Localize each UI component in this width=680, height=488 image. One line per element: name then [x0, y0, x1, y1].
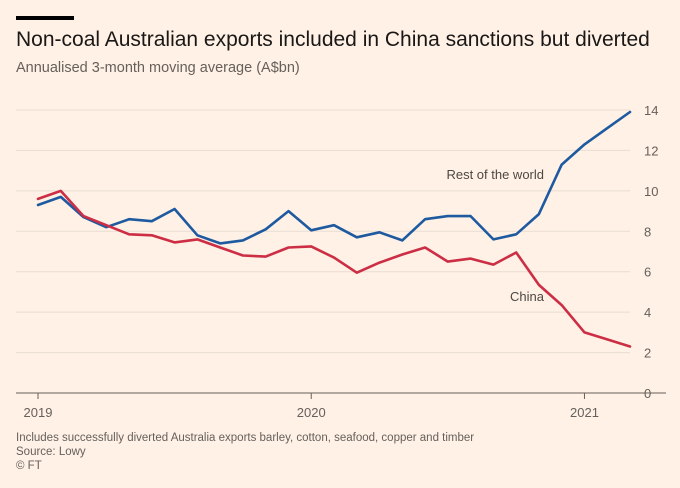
chart-title: Non-coal Australian exports included in … — [16, 28, 650, 51]
y-tick-label: 6 — [644, 265, 651, 280]
ft-title-bar — [16, 16, 74, 20]
series-line-china — [36, 189, 632, 348]
y-tick-label: 12 — [644, 143, 658, 158]
series-line-rest-of-the-world — [36, 110, 632, 245]
source: Source: Lowy — [16, 446, 86, 458]
y-tick-label: 2 — [644, 346, 651, 361]
footnote: Includes successfully diverted Australia… — [16, 432, 475, 444]
x-tick-label: 2020 — [297, 405, 326, 420]
y-tick-label: 10 — [644, 184, 658, 199]
series-label-china: China — [510, 289, 545, 304]
chart-subtitle: Annualised 3-month moving average (A$bn) — [16, 60, 300, 76]
y-tick-label: 8 — [644, 224, 651, 239]
y-tick-label: 14 — [644, 103, 658, 118]
line-chart: 02468101214201920202021Rest of the world… — [16, 103, 666, 420]
x-tick-label: 2019 — [24, 405, 53, 420]
x-tick-label: 2021 — [570, 405, 599, 420]
y-tick-label: 4 — [644, 305, 651, 320]
series-label-rest-of-the-world: Rest of the world — [446, 167, 544, 182]
copyright: © FT — [16, 460, 42, 472]
